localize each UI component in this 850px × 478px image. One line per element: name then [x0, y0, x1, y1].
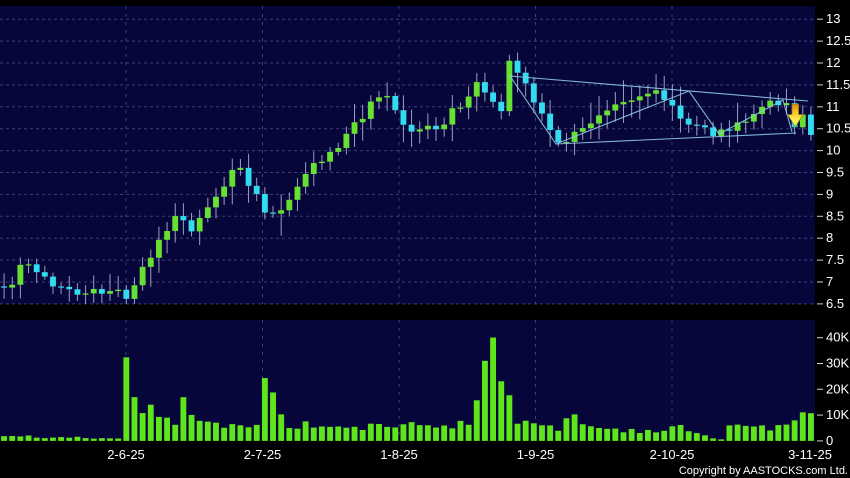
- svg-text:9: 9: [826, 186, 833, 201]
- svg-text:8.5: 8.5: [826, 208, 844, 223]
- svg-text:10.5: 10.5: [826, 121, 850, 136]
- svg-text:12.5: 12.5: [826, 33, 850, 48]
- svg-text:8: 8: [826, 230, 833, 245]
- svg-text:7.5: 7.5: [826, 252, 844, 267]
- svg-text:12: 12: [826, 55, 840, 70]
- svg-text:30K: 30K: [826, 356, 849, 371]
- svg-text:1-8-25: 1-8-25: [380, 447, 418, 462]
- svg-text:6.5: 6.5: [826, 296, 844, 311]
- svg-text:11: 11: [826, 99, 840, 114]
- svg-text:20K: 20K: [826, 381, 849, 396]
- svg-text:2-7-25: 2-7-25: [244, 447, 282, 462]
- svg-text:10K: 10K: [826, 407, 849, 422]
- svg-text:Copyright by AASTOCKS.com Ltd.: Copyright by AASTOCKS.com Ltd.: [679, 465, 848, 477]
- svg-text:13: 13: [826, 11, 840, 26]
- svg-text:7: 7: [826, 274, 833, 289]
- svg-text:1-9-25: 1-9-25: [517, 447, 555, 462]
- svg-text:3-11-25: 3-11-25: [788, 447, 832, 462]
- svg-text:10: 10: [826, 143, 840, 158]
- svg-text:11.5: 11.5: [826, 77, 850, 92]
- svg-text:40K: 40K: [826, 330, 849, 345]
- svg-text:9.5: 9.5: [826, 165, 844, 180]
- svg-text:2-10-25: 2-10-25: [650, 447, 695, 462]
- svg-text:2-6-25: 2-6-25: [107, 447, 145, 462]
- svg-text:0: 0: [826, 433, 833, 448]
